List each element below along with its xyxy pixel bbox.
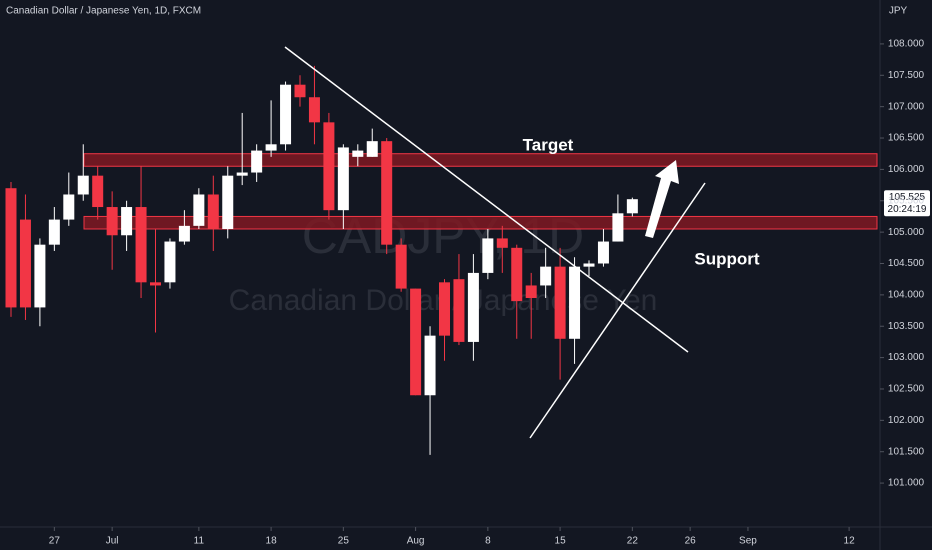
candle-body: [569, 266, 581, 339]
candle-body: [482, 238, 494, 273]
candle-body: [323, 122, 335, 211]
x-tick-label: Aug: [407, 536, 425, 547]
arrow: [645, 160, 679, 238]
y-tick-label: 104.000: [888, 290, 925, 301]
candle-body: [496, 238, 508, 248]
candle-body: [121, 207, 133, 236]
candle-body: [612, 213, 624, 242]
candle-body: [381, 141, 393, 245]
price-tag: [884, 190, 930, 217]
candle-body: [439, 282, 450, 336]
candle-body: [178, 225, 190, 242]
candle-body: [207, 194, 219, 229]
candle-body: [554, 266, 566, 339]
candle-body: [150, 282, 161, 286]
candle-body: [222, 175, 234, 229]
candle-body: [410, 288, 422, 396]
candle-body: [135, 207, 147, 283]
y-tick-label: 102.000: [888, 415, 925, 426]
zone: [83, 215, 878, 230]
candle-body: [366, 141, 378, 157]
x-tick-label: 11: [194, 536, 205, 547]
zones: [83, 153, 878, 230]
x-tick-label: 15: [555, 536, 567, 547]
candle-body: [164, 241, 176, 283]
x-tick-label: 22: [627, 536, 639, 547]
candle-body: [395, 244, 407, 289]
chart-title: Canadian Dollar / Japanese Yen, 1D, FXCM: [6, 6, 201, 17]
y-tick-label: 105.000: [888, 227, 925, 238]
trend-line: [284, 46, 689, 353]
x-tick-label: 8: [485, 536, 491, 547]
y-tick-label: 106.500: [888, 133, 925, 144]
candle-body: [265, 144, 277, 151]
candle-body: [106, 207, 118, 236]
x-tick-label: 25: [338, 536, 350, 547]
candle-body: [236, 172, 248, 176]
candle-body: [280, 84, 292, 145]
x-tick-label: 26: [685, 536, 697, 547]
candle-body: [337, 147, 349, 211]
y-tick-label: 104.500: [888, 258, 925, 269]
y-tick-label: 103.500: [888, 321, 925, 332]
y-tick-label: 107.000: [888, 101, 925, 112]
candle-body: [34, 244, 46, 308]
x-tick-label: 27: [49, 536, 61, 547]
y-tick-label: 101.500: [888, 446, 925, 457]
candle-body: [5, 188, 17, 308]
candle-body: [597, 241, 609, 264]
candle-body: [626, 199, 638, 214]
y-tick-label: 106.000: [888, 164, 925, 175]
candle-body: [511, 247, 523, 302]
x-tick-label: 12: [844, 536, 856, 547]
candle-body: [352, 150, 364, 157]
zone: [83, 153, 878, 167]
y-tick-label: 101.000: [888, 478, 925, 489]
trend-line: [529, 182, 706, 439]
candle-body: [525, 285, 537, 299]
candle-body: [48, 219, 60, 245]
candle-body: [424, 335, 436, 396]
y-tick-label: 107.500: [888, 70, 925, 81]
y-tick-label: 102.500: [888, 384, 925, 395]
last-price: 105.525: [889, 192, 926, 203]
zone-label: Support: [694, 249, 759, 268]
candle-body: [583, 263, 595, 267]
y-tick-label: 108.000: [888, 39, 925, 50]
candle-body: [63, 194, 75, 220]
countdown: 20:24:19: [888, 204, 927, 215]
candle-body: [77, 175, 89, 195]
currency: JPY: [889, 6, 908, 17]
x-tick-label: 18: [266, 536, 278, 547]
candle-body: [294, 84, 306, 98]
x-tick-label: Sep: [739, 536, 757, 547]
y-tick-label: 103.000: [888, 352, 925, 363]
candle-body: [540, 266, 552, 286]
zone-label: Target: [523, 135, 574, 154]
candle-body: [251, 150, 263, 173]
x-tick-label: Jul: [106, 536, 119, 547]
candles: [5, 65, 638, 455]
candle-body: [19, 219, 31, 308]
candle-body: [308, 97, 320, 123]
candle-body: [92, 175, 104, 208]
y-tick-label: 105.500: [888, 195, 925, 206]
candle-body: [453, 279, 465, 342]
candle-body: [467, 272, 479, 342]
candle-body: [193, 194, 205, 226]
